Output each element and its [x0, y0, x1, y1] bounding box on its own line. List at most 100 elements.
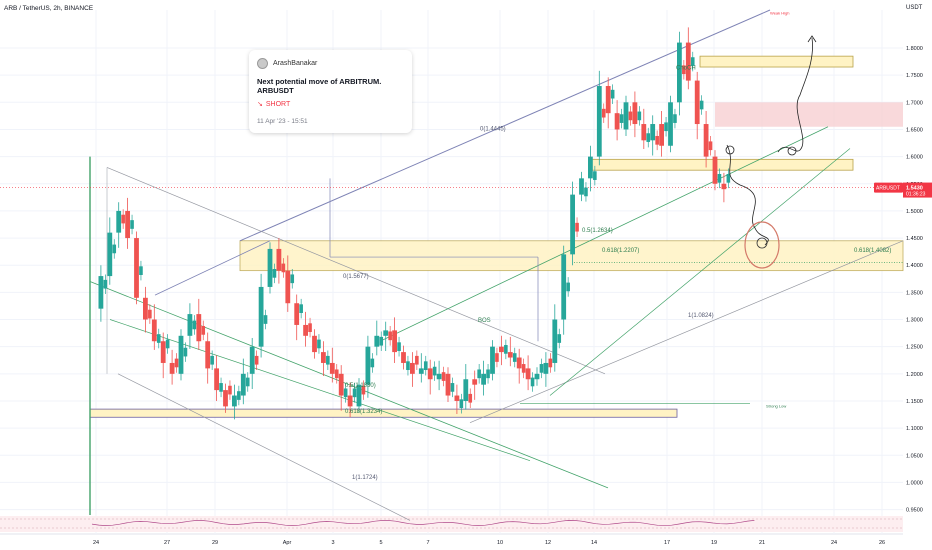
candle-body — [516, 357, 522, 369]
candle-body — [552, 319, 558, 363]
x-tick-label: 14 — [591, 540, 597, 546]
candle-body — [134, 238, 139, 298]
gray-rising-line — [469, 240, 904, 424]
candle-body — [570, 194, 575, 255]
candle-body — [240, 373, 246, 396]
path-loop — [725, 145, 735, 155]
y-tick-label: 1.3000 — [906, 318, 923, 324]
x-tick-label: 29 — [212, 540, 218, 546]
avatar[interactable] — [257, 58, 268, 69]
candle-body — [459, 399, 464, 409]
candle-body — [481, 373, 486, 385]
y-tick-label: 1.1500 — [906, 399, 923, 405]
candle-body — [267, 248, 273, 287]
candle-body — [584, 187, 588, 197]
candle-body — [708, 141, 713, 151]
candle-body — [285, 270, 291, 304]
candle-body — [721, 183, 727, 190]
small-trend-line — [154, 240, 271, 296]
candle-body — [370, 358, 375, 368]
candle-body — [521, 364, 526, 373]
y-tick-label: 1.0000 — [906, 480, 923, 486]
candle-body — [223, 390, 228, 407]
arrow-up-icon — [807, 35, 817, 43]
idea-card[interactable]: ArashBanakar Next potential move of ARBI… — [249, 50, 412, 133]
candle-body — [214, 368, 219, 391]
candle-body — [561, 254, 567, 320]
chart-annotation: 0.5(1.2634) — [582, 228, 613, 234]
y-tick-label: 1.2500 — [906, 345, 923, 351]
y-tick-label: 1.0500 — [906, 453, 923, 459]
candle-body — [477, 369, 481, 379]
author-name[interactable]: ArashBanakar — [273, 60, 318, 67]
candle-body — [703, 124, 709, 157]
candle-body — [352, 388, 357, 398]
descending-channel-bottom — [117, 373, 411, 521]
candle-body — [392, 330, 397, 353]
candle-body — [237, 391, 241, 400]
candle-body — [619, 114, 624, 123]
candle-body — [334, 369, 339, 379]
candle-body — [726, 173, 731, 183]
candle-body — [450, 383, 455, 392]
chart-annotation: 0(1.4445) — [480, 127, 506, 133]
candle-body — [682, 65, 686, 75]
candle-body — [329, 362, 335, 374]
chart-annotation: Strong Low — [766, 403, 786, 408]
candle-body — [507, 352, 513, 358]
projected-path-2 — [777, 37, 813, 153]
candle-body — [294, 303, 300, 325]
chart-annotation: 1(1.1724) — [352, 475, 378, 481]
indicator-line — [91, 520, 755, 527]
green-rising-line — [379, 126, 829, 342]
candle-body — [143, 297, 148, 320]
candle-body — [543, 362, 549, 374]
candle-body — [347, 395, 353, 407]
y-tick-label: 1.7500 — [906, 73, 923, 79]
candle-body — [379, 336, 384, 346]
x-tick-label: 21 — [759, 540, 765, 546]
x-tick-label: 10 — [497, 540, 503, 546]
y-tick-label: 1.7000 — [906, 100, 923, 106]
candle-body — [432, 366, 437, 376]
candle-body — [343, 388, 348, 398]
y-tick-label: 1.3500 — [906, 290, 923, 296]
candle-body — [374, 335, 380, 347]
candle-body — [397, 342, 401, 352]
candle-body — [299, 304, 303, 313]
candle-body — [641, 124, 647, 141]
path-loop — [787, 146, 797, 156]
target-circle — [744, 221, 780, 269]
y-tick-label: 1.2000 — [906, 372, 923, 378]
idea-title[interactable]: Next potential move of ARBITRUM. ARBUSDT — [257, 77, 382, 95]
candle-body — [139, 266, 143, 275]
last-price-value: 1.5430 — [906, 186, 923, 192]
candle-body — [628, 111, 633, 121]
symbol-price-tag — [874, 182, 903, 193]
mid-zone — [589, 158, 854, 171]
candle-body — [112, 244, 117, 254]
candle-body — [178, 335, 184, 374]
green-rising-line-2 — [549, 148, 851, 396]
candle-body — [383, 330, 389, 336]
candle-body — [232, 395, 237, 407]
candle-body — [664, 122, 668, 132]
candle-body — [356, 384, 362, 407]
candle-body — [463, 379, 469, 401]
candle-body — [539, 364, 544, 373]
candle-body — [98, 276, 104, 309]
candle-body — [593, 171, 597, 180]
candle-body — [436, 373, 442, 380]
candle-body — [605, 86, 611, 114]
candle-body — [249, 346, 255, 374]
candle-body — [317, 339, 321, 349]
green-descending-line — [89, 281, 609, 489]
candle-body — [326, 355, 330, 365]
candle-body — [418, 368, 424, 374]
target-loop — [756, 237, 768, 249]
chart-annotation: 0.618(1.3234) — [345, 409, 382, 415]
candle-body — [151, 319, 157, 342]
candle-body — [690, 57, 695, 66]
candle-body — [245, 377, 250, 387]
